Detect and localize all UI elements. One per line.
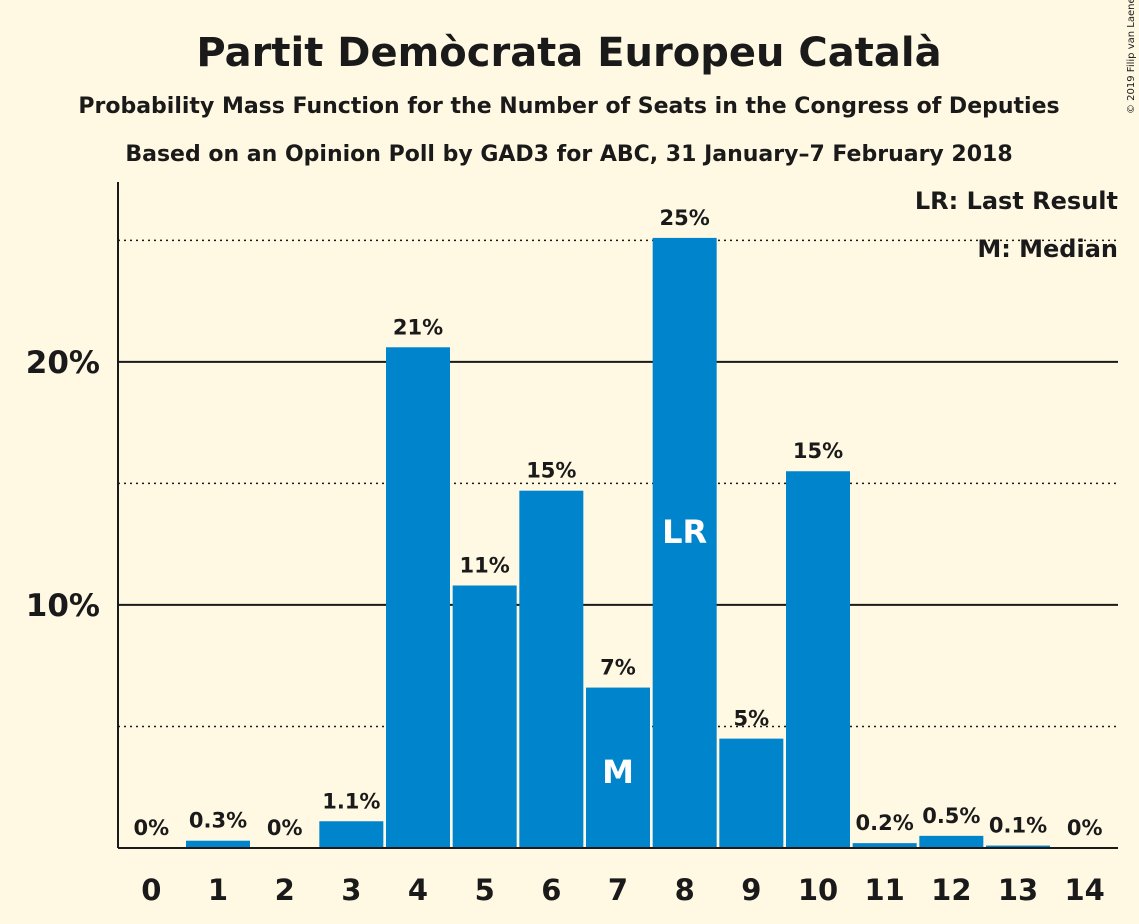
bar-seat-11 xyxy=(852,843,917,848)
x-axis-ticks: 0 1 2 3 4 5 6 7 8 9 10 11 12 13 14 xyxy=(141,873,1105,907)
bar-seat-5 xyxy=(452,585,517,848)
bar-seat-3 xyxy=(319,821,384,848)
x-tick-label: 5 xyxy=(475,873,495,907)
y-tick-label: 20% xyxy=(26,345,100,381)
last-result-marker: LR xyxy=(662,513,707,551)
data-label: 0.3% xyxy=(189,809,247,833)
chart-source: Based on an Opinion Poll by GAD3 for ABC… xyxy=(125,142,1012,167)
legend-median: M: Median xyxy=(977,235,1118,263)
x-tick-label: 12 xyxy=(931,873,971,907)
bar-seat-12 xyxy=(919,835,984,848)
x-tick-label: 0 xyxy=(141,873,161,907)
data-label: 0.5% xyxy=(922,804,980,828)
grid xyxy=(118,239,1118,728)
x-tick-label: 13 xyxy=(998,873,1038,907)
data-label: 15% xyxy=(526,459,576,483)
bar-seat-6 xyxy=(519,490,584,848)
bar-seat-10 xyxy=(786,471,850,848)
x-tick-label: 7 xyxy=(608,873,628,907)
data-label: 0.2% xyxy=(856,811,914,835)
data-label: 5% xyxy=(734,707,770,731)
chart-subtitle: Probability Mass Function for the Number… xyxy=(78,94,1059,119)
bar-seat-9 xyxy=(719,738,784,848)
x-tick-label: 9 xyxy=(741,873,761,907)
x-tick-label: 1 xyxy=(208,873,228,907)
bar-seat-13 xyxy=(986,845,1050,848)
data-label: 0% xyxy=(1067,816,1103,840)
x-tick-label: 11 xyxy=(864,873,904,907)
x-tick-label: 6 xyxy=(541,873,561,907)
chart-title: Partit Demòcrata Europeu Català xyxy=(196,30,941,76)
data-label: 11% xyxy=(460,553,510,577)
copyright: © 2019 Filip van Laenen xyxy=(1126,0,1137,114)
x-tick-label: 10 xyxy=(798,873,838,907)
data-labels: 0% 0.3% 0% 1.1% 21% 11% 15% 7% 25% 5% 15% 0.2% 0.5% 0… xyxy=(134,206,1103,840)
data-label: 25% xyxy=(660,206,710,230)
bar-seat-4 xyxy=(386,347,450,848)
y-tick-label: 10% xyxy=(26,588,100,624)
data-label: 1.1% xyxy=(322,789,380,813)
median-marker: M xyxy=(602,753,634,791)
bar-seat-1 xyxy=(186,840,250,848)
data-label: 21% xyxy=(393,315,443,339)
x-tick-label: 14 xyxy=(1064,873,1104,907)
x-tick-label: 3 xyxy=(341,873,361,907)
legend-last-result: LR: Last Result xyxy=(915,187,1118,215)
data-label: 0% xyxy=(267,816,303,840)
x-tick-label: 4 xyxy=(408,873,428,907)
data-label: 7% xyxy=(600,656,636,680)
data-label: 0% xyxy=(134,816,170,840)
data-label: 15% xyxy=(793,439,843,463)
x-tick-label: 2 xyxy=(275,873,295,907)
bar-seat-7 xyxy=(586,687,650,848)
y-axis-ticks: 10% 20% xyxy=(26,345,100,624)
bars xyxy=(186,237,1050,849)
bar-seat-8 xyxy=(652,237,717,849)
x-tick-label: 8 xyxy=(675,873,695,907)
data-label: 0.1% xyxy=(989,814,1047,838)
